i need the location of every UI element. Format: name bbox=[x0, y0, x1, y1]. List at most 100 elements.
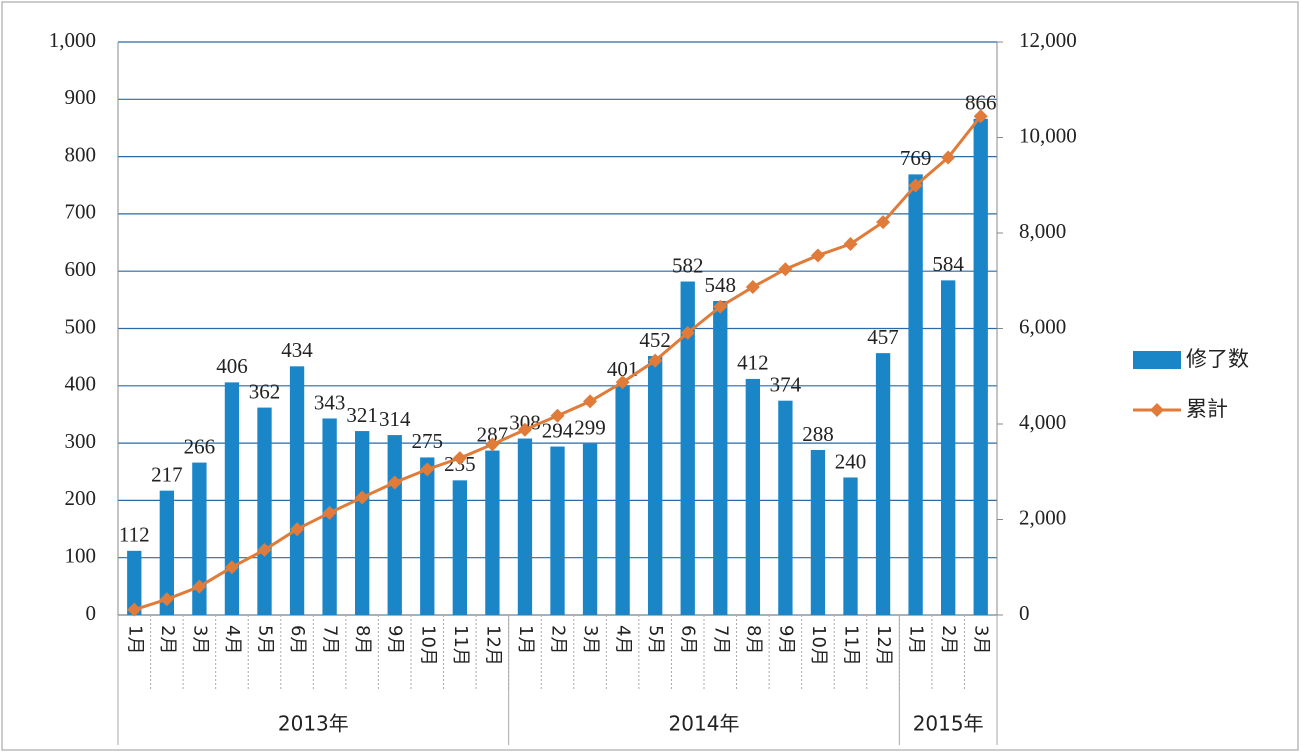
marker bbox=[192, 579, 207, 594]
marker bbox=[387, 475, 402, 490]
marker bbox=[420, 462, 435, 477]
legend-label: 修了数 bbox=[1186, 347, 1249, 371]
data-label: 452 bbox=[639, 328, 671, 352]
legend-swatch bbox=[1133, 351, 1181, 369]
bar bbox=[517, 438, 533, 615]
bar bbox=[810, 449, 826, 615]
bar bbox=[159, 490, 174, 615]
bar bbox=[192, 462, 207, 615]
data-label: 112 bbox=[119, 523, 150, 547]
data-label: 374 bbox=[770, 373, 802, 397]
data-label: 217 bbox=[151, 462, 183, 486]
group-label: 2013年 bbox=[278, 712, 349, 736]
data-label: 240 bbox=[835, 449, 867, 473]
marker bbox=[648, 353, 663, 368]
data-label: 288 bbox=[802, 422, 834, 446]
x-tick-label: 8月 bbox=[352, 625, 373, 654]
legend-marker bbox=[1150, 403, 1164, 417]
data-label: 266 bbox=[184, 434, 216, 458]
marker bbox=[159, 592, 174, 607]
marker bbox=[876, 215, 891, 230]
x-tick-label: 5月 bbox=[645, 625, 666, 654]
x-tick-label: 3月 bbox=[971, 625, 992, 654]
data-label: 343 bbox=[314, 390, 346, 414]
marker bbox=[127, 602, 142, 617]
y2-tick-label: 0 bbox=[1019, 601, 1030, 625]
x-tick-label: 11月 bbox=[450, 625, 471, 666]
x-tick-label: 7月 bbox=[320, 625, 341, 654]
legend-label: 累計 bbox=[1186, 397, 1228, 421]
y-tick-label: 600 bbox=[65, 257, 97, 281]
x-tick-label: 10月 bbox=[808, 625, 829, 666]
data-label: 299 bbox=[574, 415, 606, 439]
marker bbox=[973, 109, 988, 124]
marker bbox=[322, 505, 337, 520]
x-tick-label: 6月 bbox=[678, 625, 699, 654]
x-tick-label: 8月 bbox=[743, 625, 764, 654]
x-tick-label: 1月 bbox=[906, 625, 927, 654]
marker bbox=[257, 542, 272, 557]
y-tick-label: 800 bbox=[65, 142, 97, 166]
bar bbox=[257, 407, 272, 615]
x-tick-label: 11月 bbox=[841, 625, 862, 666]
x-tick-label: 7月 bbox=[710, 625, 731, 654]
data-label: 275 bbox=[412, 429, 444, 453]
bar bbox=[289, 366, 305, 615]
marker bbox=[810, 248, 825, 263]
bar bbox=[224, 382, 240, 615]
x-tick-label: 1月 bbox=[124, 625, 145, 654]
marker bbox=[550, 408, 565, 423]
marker bbox=[517, 422, 532, 437]
group-label: 2015年 bbox=[913, 712, 984, 736]
bar bbox=[713, 300, 728, 615]
data-label: 412 bbox=[737, 351, 769, 375]
x-tick-label: 12月 bbox=[482, 625, 503, 666]
y2-tick-label: 12,000 bbox=[1019, 28, 1077, 52]
data-label: 362 bbox=[249, 379, 281, 403]
marker bbox=[615, 375, 630, 390]
bar bbox=[648, 356, 663, 615]
x-tick-label: 2月 bbox=[157, 625, 178, 654]
y2-tick-label: 8,000 bbox=[1019, 219, 1066, 243]
y-tick-label: 1,000 bbox=[49, 28, 96, 52]
bar bbox=[615, 385, 630, 615]
x-tick-label: 4月 bbox=[613, 625, 634, 654]
x-tick-label: 12月 bbox=[873, 625, 894, 666]
data-label: 314 bbox=[379, 407, 411, 431]
bar bbox=[778, 400, 793, 615]
bar bbox=[843, 477, 858, 615]
marker bbox=[224, 560, 239, 575]
x-tick-label: 9月 bbox=[775, 625, 796, 654]
y-tick-label: 700 bbox=[65, 200, 97, 224]
y2-tick-label: 10,000 bbox=[1019, 123, 1077, 147]
y-tick-label: 0 bbox=[86, 601, 97, 625]
x-tick-label: 6月 bbox=[287, 625, 308, 654]
marker bbox=[778, 262, 793, 277]
marker bbox=[941, 150, 956, 165]
bar bbox=[485, 450, 500, 615]
data-label: 769 bbox=[900, 146, 932, 170]
y-tick-label: 300 bbox=[65, 429, 97, 453]
marker bbox=[355, 490, 370, 505]
data-label: 548 bbox=[705, 273, 737, 297]
bar bbox=[745, 378, 760, 615]
x-tick-label: 1月 bbox=[515, 625, 536, 654]
y-tick-label: 100 bbox=[65, 544, 97, 568]
marker bbox=[290, 522, 305, 537]
y-tick-label: 200 bbox=[65, 486, 97, 510]
marker bbox=[843, 236, 858, 251]
x-tick-label: 10月 bbox=[417, 625, 438, 666]
y2-tick-label: 2,000 bbox=[1019, 505, 1066, 529]
bar bbox=[680, 281, 695, 615]
group-label: 2014年 bbox=[669, 712, 740, 736]
x-tick-label: 3月 bbox=[189, 625, 210, 654]
x-tick-label: 2月 bbox=[938, 625, 959, 654]
x-tick-label: 9月 bbox=[385, 625, 406, 654]
bar bbox=[127, 550, 142, 615]
x-tick-label: 3月 bbox=[580, 625, 601, 654]
marker bbox=[485, 437, 500, 452]
bar bbox=[452, 480, 467, 615]
data-label: 321 bbox=[346, 403, 378, 427]
